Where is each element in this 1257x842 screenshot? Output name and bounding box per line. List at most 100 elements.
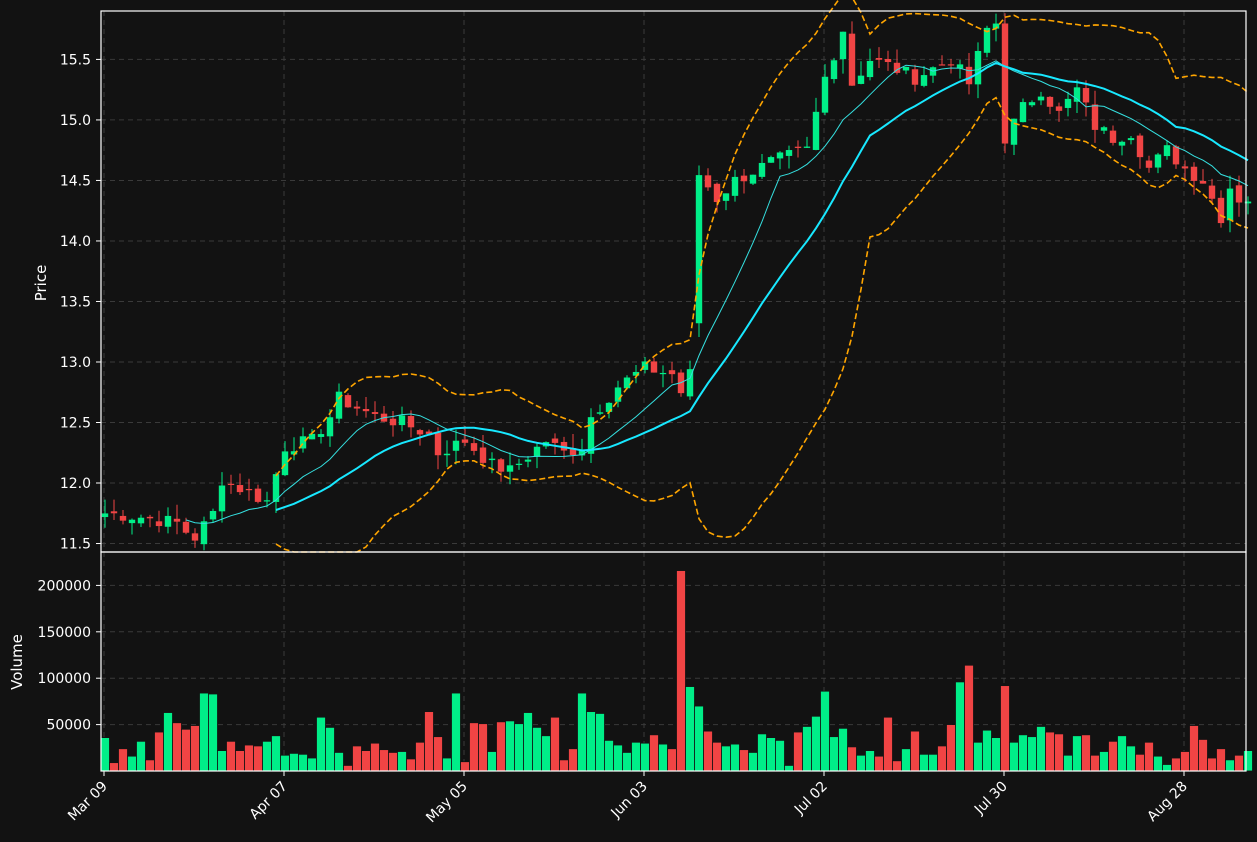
bollinger-upper-line [275,0,1249,477]
candle-body [200,521,208,545]
volume-bar [937,745,947,772]
volume-bar [856,754,866,772]
volume-bar [541,735,551,772]
candle-body [569,448,577,456]
candle-body [290,451,298,455]
candle-body [785,150,793,156]
candle-body [1046,96,1054,107]
ma-slow-line [275,61,1249,511]
ma-fast-line [185,60,1249,525]
volume-bar [1081,734,1091,772]
candle-body [1073,87,1081,102]
volume-bar [1162,764,1172,772]
candle-body [164,515,172,527]
candle-body [101,513,109,518]
volume-bar [424,711,434,772]
candle-body [1127,138,1135,141]
candle-body [866,60,874,78]
candle-body [308,433,316,440]
candles [101,13,1252,551]
volume-bar [838,727,848,772]
candle-body [461,439,469,443]
candle-body [146,516,154,519]
volume-bar [352,745,362,772]
volume-bar [874,755,884,772]
candle-body [434,432,442,456]
volume-bar [928,753,938,772]
volume-bar [1090,754,1100,772]
volume-bar [901,748,911,772]
price-axis-ticks: 11.5 12.0 12.5 13.0 13.5 14.0 14.5 15.0 15.5 [60,52,101,553]
candle-body [452,440,460,451]
candle-body [515,463,523,465]
volume-bar [280,754,290,772]
candle-body [1136,135,1144,158]
candle-body [236,485,244,493]
volume-bar [973,741,983,772]
candle-body [254,488,262,502]
candle-body [1235,185,1243,203]
candle-body [272,474,280,502]
candle-body [1181,166,1189,169]
volume-bar [253,745,263,772]
volume-bar [649,734,659,772]
candle-body [110,511,118,514]
candle-body [218,485,226,512]
candle-body [1091,104,1099,130]
volume-bar [505,720,515,772]
volume-bar [307,757,317,772]
candle-body [137,517,145,524]
bollinger-lower-line [275,96,1249,553]
candle-body [830,60,838,80]
volume-bar [244,744,254,772]
candle-body [992,23,1000,29]
candle-body [596,412,604,414]
volume-bar [829,736,839,772]
candle-body [605,402,613,412]
candle-body [1217,197,1225,224]
candle-body [119,515,127,521]
volume-bar [1153,755,1163,772]
volume-bar [577,692,587,772]
candle-body [1028,102,1036,106]
volume-bar [226,740,236,772]
candle-body [1199,180,1207,184]
volume-bar [406,758,416,772]
volume-axis-label: Volume [8,634,26,690]
candle-body [407,416,415,428]
candle-body [191,533,199,541]
candle-body [470,443,478,451]
price-tick-label: 15.0 [60,113,91,129]
volume-bar [730,743,740,772]
volume-bar [145,759,155,772]
candle-body [983,27,991,53]
volume-bar [298,753,308,772]
candle-body [209,510,217,520]
candle-body [1055,106,1063,111]
volume-bar [892,760,902,772]
volume-panel-frame [100,551,1247,772]
candle-body [1244,201,1252,204]
candle-body [1019,102,1027,123]
candle-body [740,175,748,182]
candle-body [326,417,334,437]
volume-bar [532,726,542,772]
volume-bar [523,712,533,772]
candle-body [389,418,397,426]
candle-body [497,459,505,472]
volume-bar [433,736,443,772]
volume-bar [919,753,929,772]
candle-body [722,193,730,201]
candle-body [335,391,343,419]
candle-body [173,518,181,522]
volume-bar [622,752,632,772]
volume-bar [379,749,389,772]
price-tick-label: 13.5 [60,294,91,310]
candle-body [128,519,136,524]
volume-bar [1054,733,1064,772]
volume-tick-label: 100000 [38,671,91,687]
volume-bar [217,750,227,772]
candle-body [1190,166,1198,181]
candle-body [524,459,532,462]
candle-body [578,450,586,456]
